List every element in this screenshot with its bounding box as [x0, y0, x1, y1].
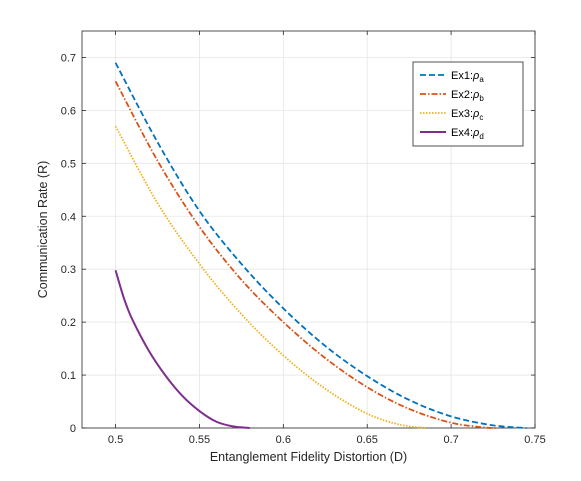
- y-tick-label: 0.7: [61, 52, 76, 64]
- y-axis-label: Communication Rate (R): [36, 161, 50, 299]
- series-line-1: [114, 62, 527, 429]
- plot-frame: [81, 30, 536, 429]
- legend-entry: Ex4:ρd: [451, 127, 484, 141]
- x-tick-label: 0.55: [189, 434, 210, 446]
- legend-entry: Ex2:ρb: [451, 89, 484, 103]
- y-tick-label: 0.1: [61, 370, 76, 382]
- legend-entry: Ex3:ρc: [451, 108, 483, 122]
- x-tick-label: 0.75: [524, 434, 545, 446]
- legend-entry: Ex1:ρa: [451, 70, 484, 84]
- y-tick-label: 0: [70, 423, 76, 435]
- x-tick-label: 0.6: [276, 434, 291, 446]
- y-tick-label: 0.3: [61, 264, 76, 276]
- series-line-3: [114, 125, 427, 429]
- x-tick-label: 0.65: [357, 434, 378, 446]
- series-group: [114, 62, 527, 429]
- y-tick-label: 0.4: [61, 211, 76, 223]
- x-tick-label: 0.7: [443, 434, 458, 446]
- y-tick-label: 0.2: [61, 317, 76, 329]
- x-tick-label: 0.5: [108, 434, 123, 446]
- axis-ticks: 0.5 0.55 0.6 0.65 0.7 0.75 0 0.1 0.2 0.3 0.4 0.5 0.6…: [61, 31, 546, 446]
- series-line-2: [114, 80, 497, 429]
- y-tick-label: 0.5: [61, 158, 76, 170]
- series-line-4: [114, 269, 250, 429]
- legend: Ex1:ρa Ex2:ρb Ex3:ρc Ex4:ρd: [412, 61, 524, 147]
- x-axis-label: Entanglement Fidelity Distortion (D): [210, 450, 407, 464]
- y-tick-label: 0.6: [61, 105, 76, 117]
